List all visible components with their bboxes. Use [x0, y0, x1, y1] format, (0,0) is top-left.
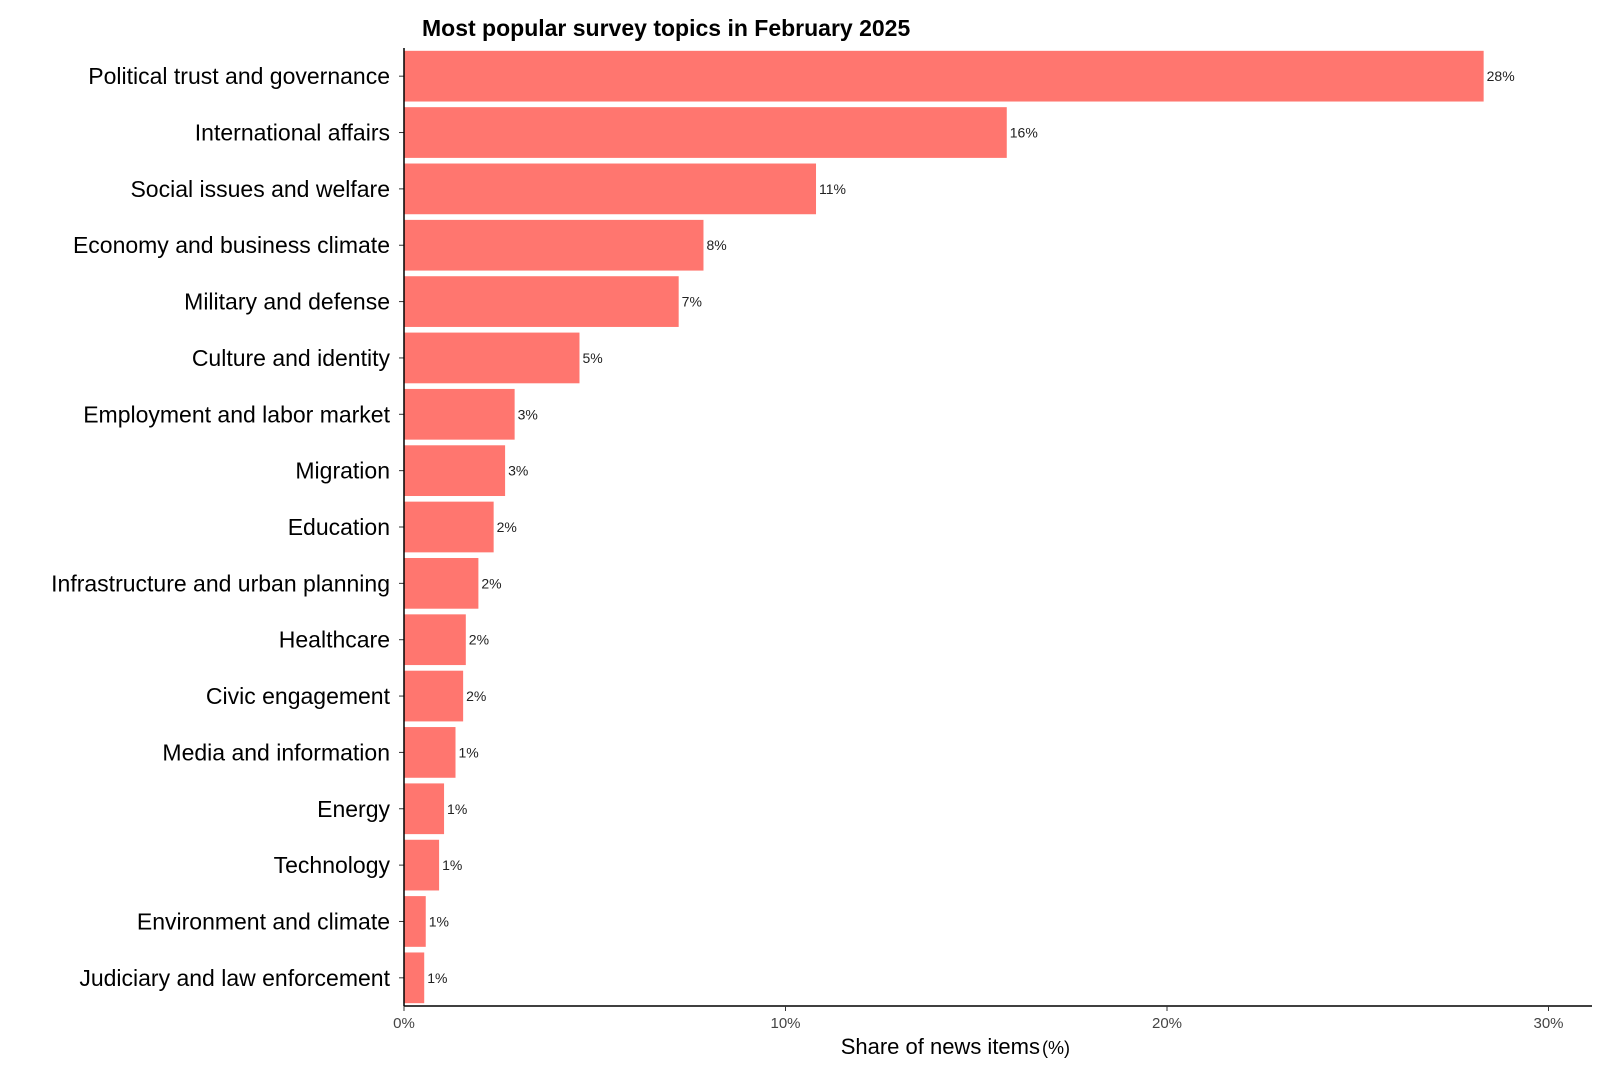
bar [404, 445, 506, 497]
bar [404, 557, 479, 609]
data-label: 1% [429, 913, 449, 929]
bar [404, 332, 580, 384]
bar [404, 896, 426, 947]
data-label: 2% [481, 575, 501, 591]
category-label: Energy [317, 796, 390, 822]
data-label: 1% [427, 970, 447, 986]
bar [404, 727, 456, 778]
x-axis-title-text: Share of news items [841, 1034, 1040, 1059]
category-label: Civic engagement [206, 683, 391, 709]
bar [404, 501, 494, 553]
x-tick-label: 20% [1152, 1015, 1182, 1032]
category-label: Media and information [162, 739, 390, 765]
category-label: Environment and climate [137, 908, 390, 934]
bar [404, 952, 425, 1004]
data-label: 11% [819, 181, 846, 197]
category-label: Infrastructure and urban planning [51, 570, 390, 596]
category-label: International affairs [195, 120, 390, 146]
category-label: Healthcare [279, 627, 390, 653]
y-axis [399, 48, 405, 1006]
category-label: Migration [295, 458, 390, 484]
x-tick-label: 0% [393, 1015, 415, 1032]
bar [404, 783, 445, 835]
bar [404, 276, 679, 327]
category-label: Economy and business climate [73, 232, 390, 258]
x-axis-title: Share of news items [841, 1034, 1040, 1059]
bar [404, 388, 515, 440]
bar [404, 614, 466, 666]
data-label: 1% [447, 801, 467, 817]
value-labels: 28% 16% 11% 8% 7% 5% 3% 3% 2% 2% 2% 2% 1% 1% 1% 1% 1% [427, 68, 1514, 986]
bar [404, 670, 464, 722]
chart-title: Most popular survey topics in February 2… [422, 15, 910, 41]
data-label: 2% [469, 632, 489, 648]
category-label: Political trust and governance [88, 63, 390, 89]
data-label: 5% [582, 350, 602, 366]
category-label: Military and defense [184, 289, 390, 315]
x-axis-unit: (%) [1042, 1038, 1070, 1058]
data-label: 28% [1487, 68, 1515, 84]
category-label: Employment and labor market [83, 401, 390, 427]
category-label: Judiciary and law enforcement [79, 965, 390, 991]
category-label: Social issues and welfare [130, 176, 390, 202]
bar [404, 107, 1007, 158]
data-label: 3% [508, 463, 528, 479]
category-label: Technology [274, 852, 391, 878]
x-tick-label: 30% [1533, 1015, 1563, 1032]
bar [404, 163, 817, 215]
data-label: 8% [706, 237, 726, 253]
data-label: 1% [459, 744, 479, 760]
category-label: Education [288, 514, 390, 540]
data-label: 2% [497, 519, 517, 535]
data-label: 1% [442, 857, 462, 873]
bar [404, 839, 440, 891]
data-label: 3% [518, 406, 538, 422]
category-label: Culture and identity [192, 345, 391, 371]
bar [404, 50, 1484, 102]
bars-group [404, 50, 1484, 1004]
bar [404, 219, 704, 271]
data-label: 16% [1010, 125, 1038, 141]
data-label: 2% [466, 688, 486, 704]
data-label: 7% [682, 294, 702, 310]
x-tick-label: 10% [770, 1015, 800, 1032]
category-labels: Political trust and governance Internatio… [51, 63, 390, 991]
x-axis: 0% 10% 20% 30% [393, 1005, 1592, 1032]
